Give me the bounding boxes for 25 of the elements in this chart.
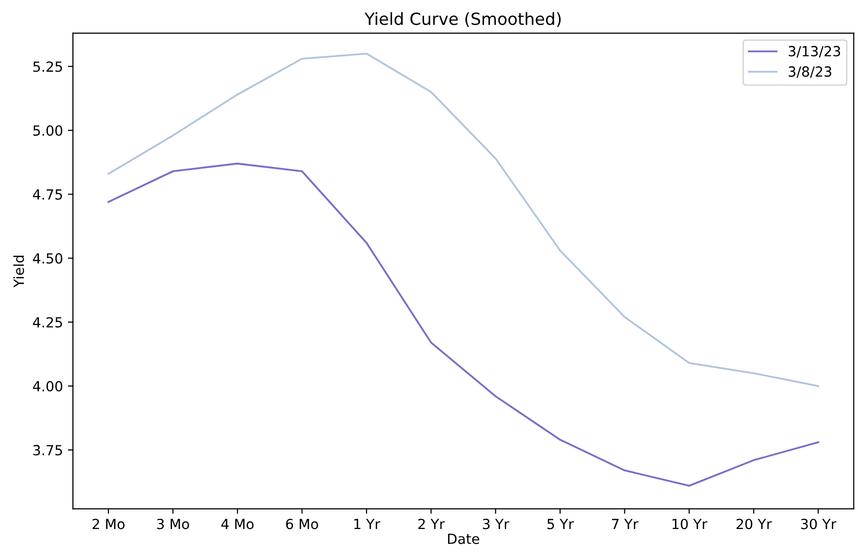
x-axis-title: Date bbox=[448, 534, 480, 544]
x-tick-label: 2 Mo bbox=[92, 518, 125, 530]
x-tick-label: 6 Mo bbox=[286, 518, 318, 530]
x-tick-label: 5 Yr bbox=[547, 518, 574, 530]
y-tick-label: 3.75 bbox=[33, 444, 62, 456]
x-tick-label: 4 Mo bbox=[221, 518, 254, 530]
y-tick-label: 5.00 bbox=[33, 125, 62, 136]
y-tick-label: 4.25 bbox=[32, 317, 62, 328]
legend-label: 3/13/23 bbox=[788, 46, 840, 58]
y-tick-label: 5.25 bbox=[33, 61, 62, 72]
x-tick-label: 10 Yr bbox=[672, 518, 708, 530]
x-tick-label: 7 Yr bbox=[612, 518, 638, 530]
y-tick-label: 4.75 bbox=[32, 189, 62, 200]
x-tick-label: 3 Mo bbox=[157, 518, 190, 530]
y-axis-title: Yield bbox=[13, 256, 24, 288]
y-tick-label: 4.50 bbox=[32, 253, 62, 264]
x-tick-label: 2 Yr bbox=[418, 518, 445, 530]
chart-title: Yield Curve (Smoothed) bbox=[364, 12, 561, 28]
line-series bbox=[108, 162, 820, 487]
x-tick-label: 3 Yr bbox=[482, 518, 510, 530]
x-tick-label: 20 Yr bbox=[736, 518, 772, 530]
y-tick-label: 4.00 bbox=[32, 381, 62, 392]
x-tick-label: 1 Yr bbox=[354, 518, 380, 530]
legend-label: 3/8/23 bbox=[788, 66, 832, 78]
x-tick-label: 30 Yr bbox=[801, 518, 836, 530]
